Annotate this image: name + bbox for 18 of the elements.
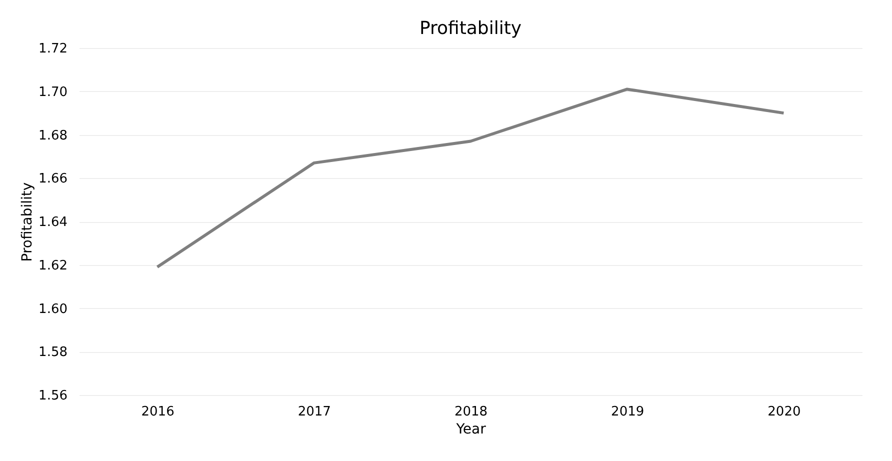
y-axis-title: Profitability: [20, 182, 36, 262]
y-tick-label: 1.58: [38, 345, 68, 360]
x-tick-label: 2018: [454, 404, 488, 420]
y-tick-label: 1.64: [38, 215, 68, 230]
y-tick-label: 1.72: [38, 42, 68, 56]
y-tick-label: 1.70: [38, 84, 68, 100]
x-axis-title: Year: [455, 422, 486, 438]
x-tick-label: 2019: [611, 404, 644, 420]
y-tick-label: 1.68: [38, 128, 68, 144]
y-tick-label: 1.66: [38, 172, 68, 187]
line-series: [156, 88, 786, 269]
y-tick-label: 1.62: [38, 258, 68, 274]
x-tick-label: 2017: [298, 404, 331, 420]
y-tick-label: 1.60: [38, 302, 68, 317]
y-tick-label: 1.56: [38, 388, 68, 404]
x-tick-label: 2016: [141, 404, 174, 420]
chart-title: Profitability: [419, 18, 522, 39]
x-tick-label: 2020: [768, 404, 801, 420]
